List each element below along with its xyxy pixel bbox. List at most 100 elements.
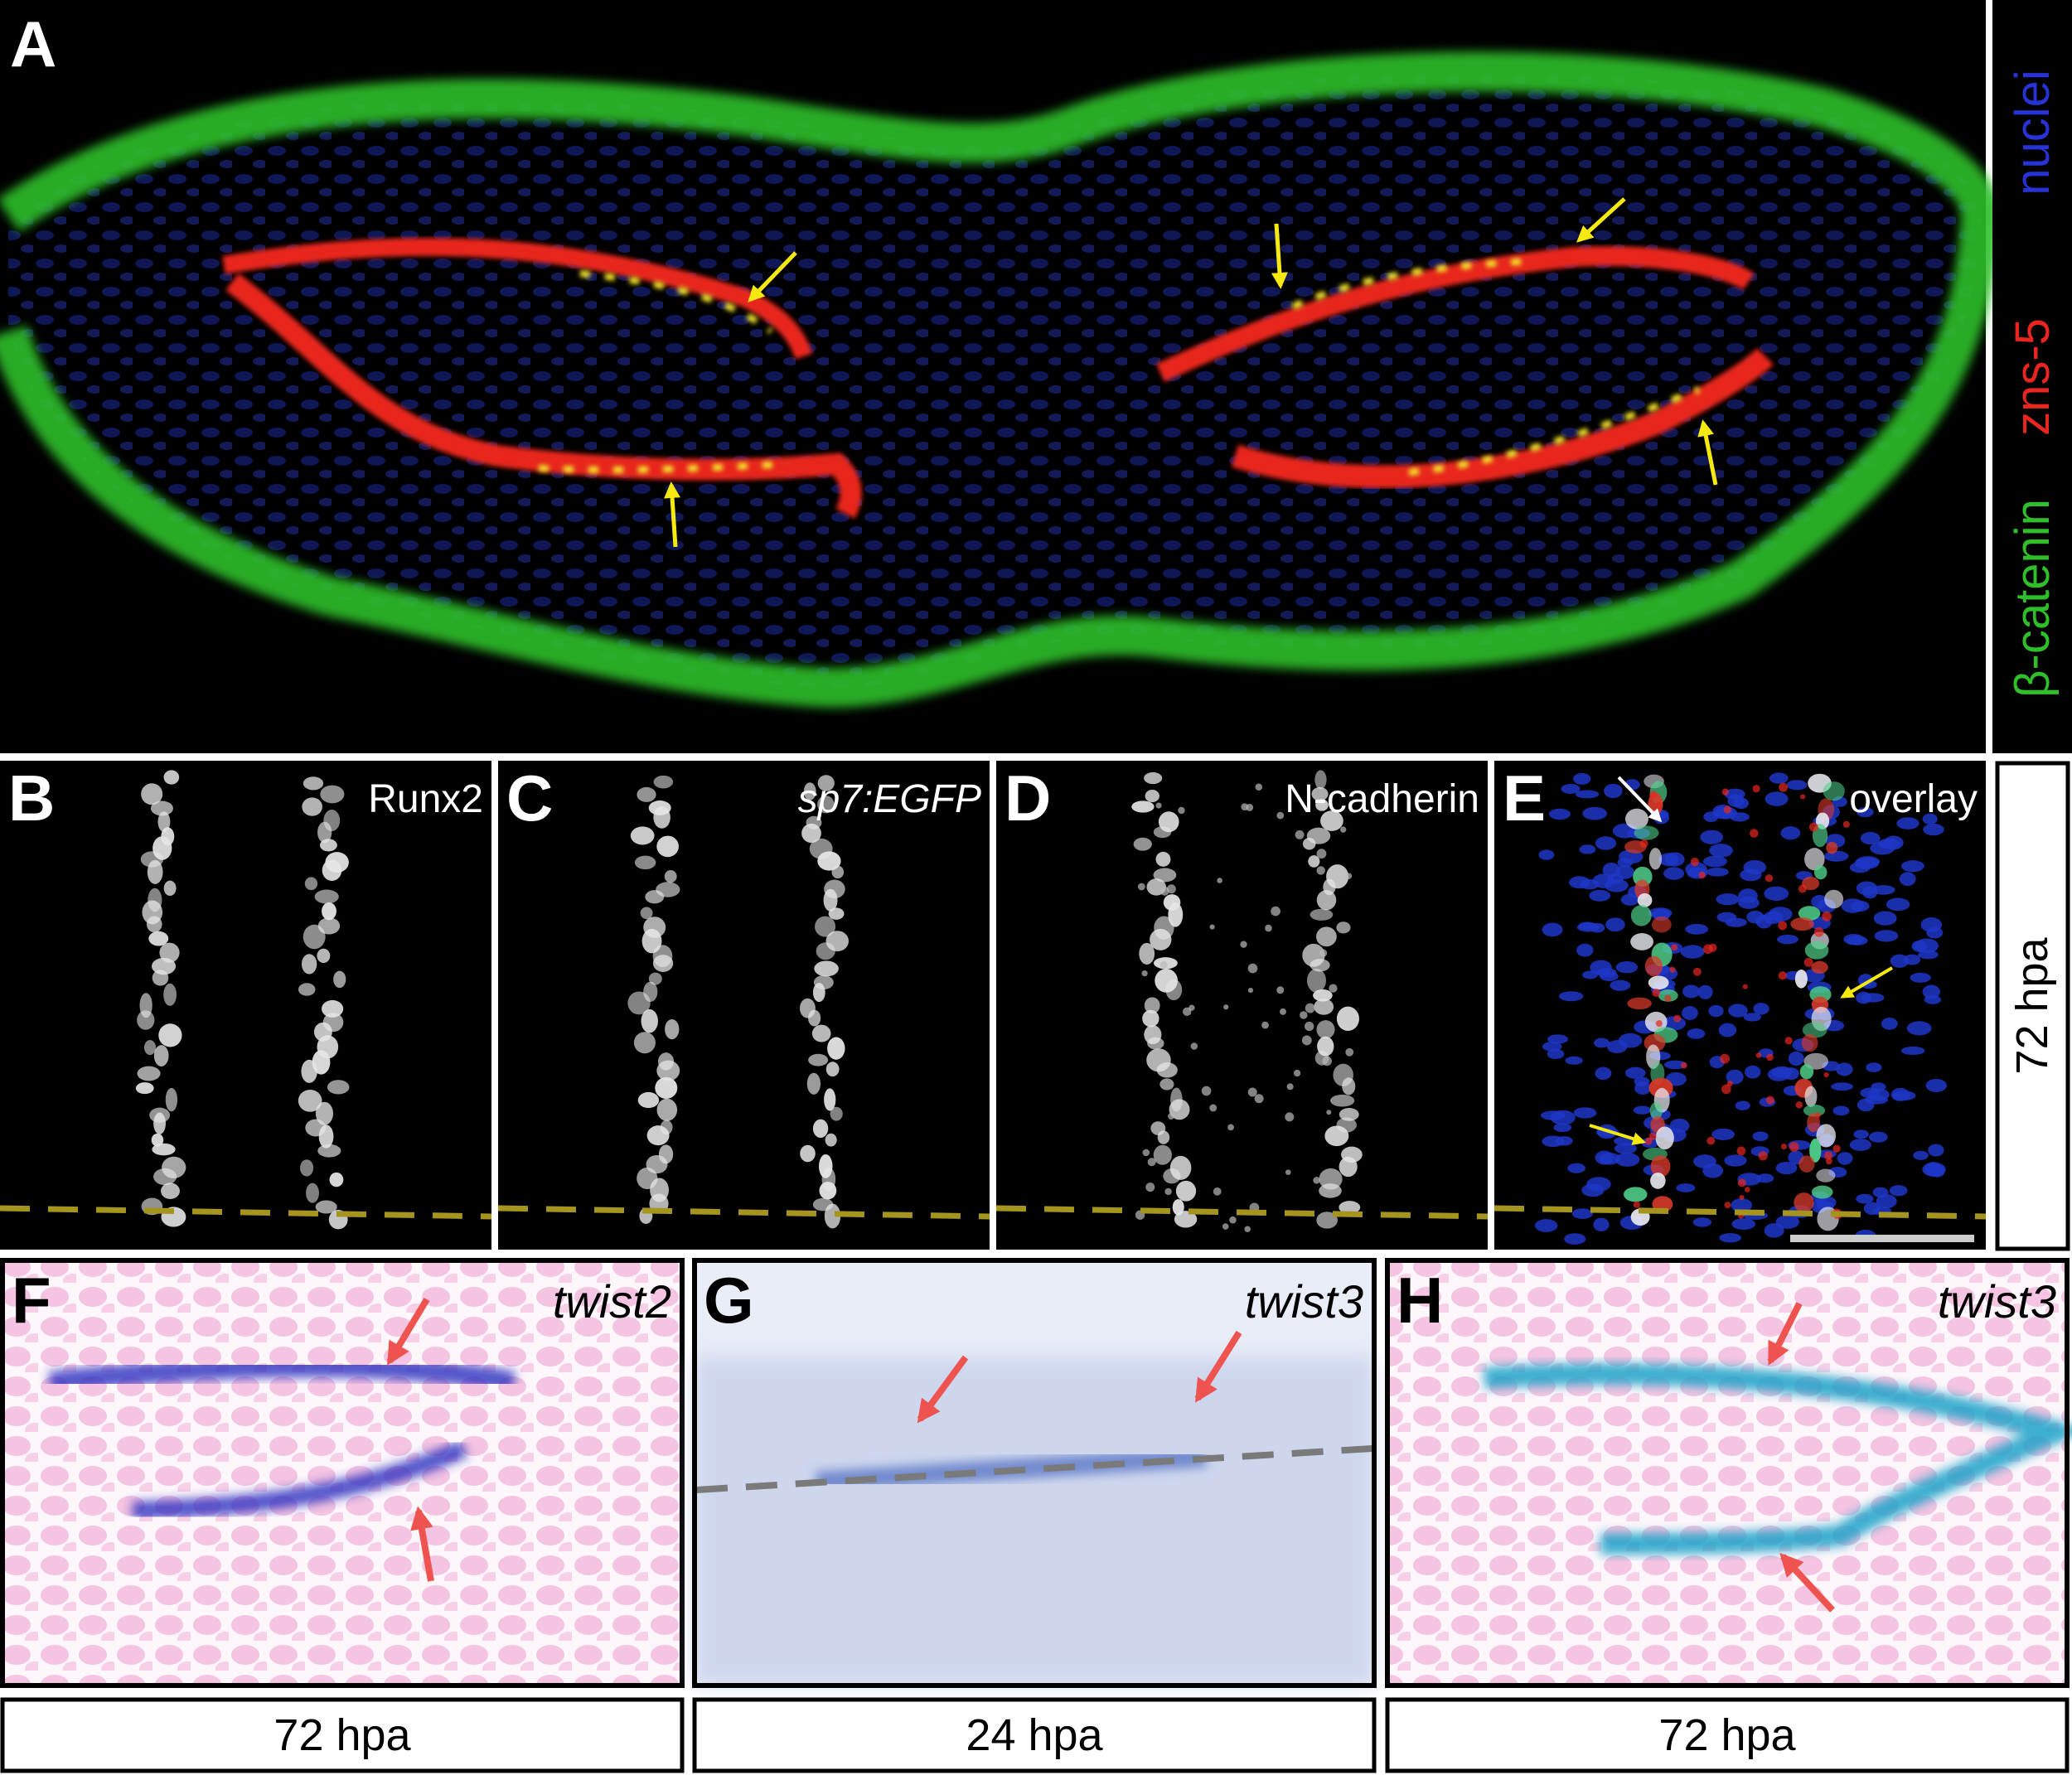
side-box: 72 hpa	[1995, 761, 2070, 1251]
marker-label: Runx2	[368, 777, 483, 821]
cell	[303, 776, 324, 791]
nucleus	[1731, 1198, 1753, 1212]
arrow	[1194, 1330, 1242, 1403]
cell	[817, 851, 841, 871]
panel-label: E	[1503, 762, 1546, 834]
cell	[1316, 890, 1337, 911]
speck	[1736, 1146, 1746, 1156]
speck	[1316, 849, 1327, 859]
panel-border	[692, 1258, 1377, 1688]
amputation-plane	[0, 1205, 492, 1220]
legend-label: β-catenin	[2006, 499, 2060, 698]
speck	[1706, 1136, 1716, 1145]
nucleus	[1702, 1163, 1724, 1178]
cell	[1150, 928, 1172, 950]
speck	[1316, 866, 1325, 875]
stain	[132, 1439, 468, 1520]
speck	[1671, 944, 1678, 951]
cell	[1144, 771, 1163, 785]
cell	[1798, 906, 1821, 921]
nucleus	[1764, 1223, 1784, 1238]
caption-box	[1385, 1697, 2070, 1773]
nucleus	[1573, 1107, 1597, 1119]
cell	[317, 1144, 341, 1158]
nucleus	[1680, 945, 1705, 959]
nucleus	[1634, 1081, 1651, 1095]
cell	[1794, 969, 1808, 989]
nucleus	[1890, 1087, 1910, 1101]
speck	[1305, 1021, 1314, 1032]
speck	[1750, 829, 1759, 838]
nucleus	[1925, 1078, 1947, 1092]
nucleus	[1896, 817, 1920, 829]
nucleus	[1841, 898, 1865, 913]
nucleus	[1709, 844, 1733, 858]
nucleus	[1692, 1217, 1712, 1227]
speck	[1664, 994, 1672, 1002]
nucleus	[1575, 790, 1600, 799]
nucleus	[1725, 917, 1747, 927]
cell	[1169, 1099, 1190, 1120]
nucleus	[1849, 1139, 1871, 1151]
cell	[1310, 908, 1334, 921]
cell	[824, 1203, 841, 1229]
nucleus	[1913, 1150, 1929, 1160]
speck	[1285, 1169, 1291, 1175]
nucleus	[1542, 922, 1563, 937]
cell	[1826, 841, 1838, 854]
speck	[1155, 802, 1162, 809]
speck	[1745, 1187, 1750, 1192]
cell	[825, 1133, 837, 1147]
cell	[319, 839, 337, 852]
nucleus	[1746, 910, 1765, 924]
cell	[298, 1089, 322, 1112]
speck	[1339, 826, 1347, 833]
caption: 24 hpa	[966, 1710, 1103, 1760]
speck	[1319, 949, 1328, 957]
cell	[1314, 770, 1327, 790]
speck	[1261, 1021, 1269, 1029]
speck	[1265, 924, 1272, 932]
nucleus	[1573, 772, 1591, 785]
nucleus	[1788, 1051, 1804, 1066]
cell	[1630, 933, 1653, 950]
cell	[817, 796, 835, 814]
nucleus	[1863, 1202, 1881, 1216]
nucleus	[1676, 1183, 1696, 1192]
cell	[1801, 1033, 1818, 1052]
nucleus	[1703, 811, 1719, 822]
cell	[806, 1072, 821, 1095]
cell	[320, 785, 345, 804]
speck	[1766, 1053, 1774, 1062]
cell	[333, 970, 346, 989]
nucleus	[1853, 1129, 1869, 1139]
speck	[1326, 1110, 1332, 1115]
cell	[1816, 1124, 1836, 1148]
cell	[1650, 1172, 1666, 1189]
nucleus	[1567, 1163, 1585, 1173]
arrow	[410, 1506, 434, 1582]
cell	[1319, 1183, 1342, 1198]
cell	[1790, 917, 1814, 931]
speck	[1254, 1094, 1264, 1104]
nucleus	[1900, 1046, 1925, 1056]
cell	[1316, 1020, 1335, 1039]
speck	[1655, 801, 1662, 808]
speck	[1147, 1158, 1156, 1167]
speck	[1784, 1037, 1793, 1045]
speck	[1758, 1151, 1768, 1161]
speck	[1223, 1004, 1229, 1010]
nucleus	[1832, 1105, 1850, 1116]
nucleus	[1738, 888, 1758, 903]
nucleus	[1831, 1082, 1853, 1091]
cell-layer	[2, 1260, 682, 1686]
cell	[808, 1009, 821, 1027]
shape	[1992, 0, 2072, 753]
cell	[150, 800, 173, 816]
speck	[1681, 1062, 1687, 1069]
cell	[322, 859, 342, 881]
shape	[0, 51, 2002, 709]
cell	[1311, 786, 1329, 801]
cell	[299, 1159, 314, 1177]
